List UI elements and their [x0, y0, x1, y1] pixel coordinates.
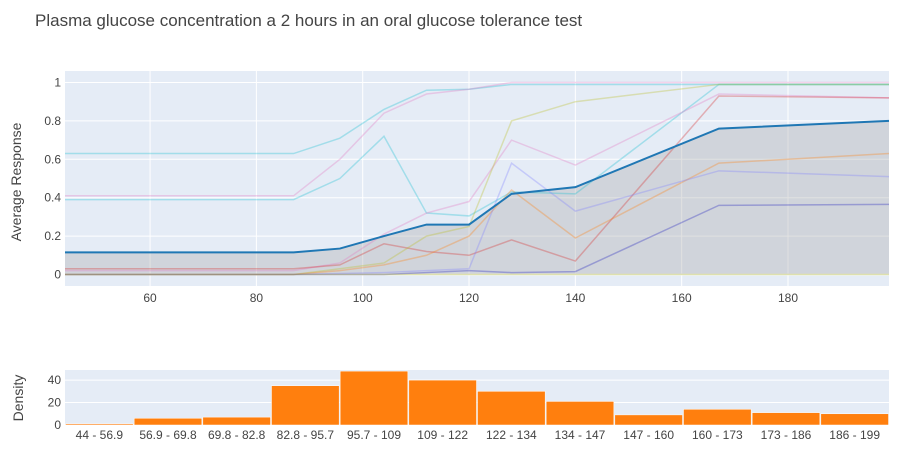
- bar-category-label: 186 - 199: [829, 428, 880, 442]
- series-line-9[interactable]: [65, 203, 890, 276]
- line-series-group[interactable]: [65, 81, 890, 276]
- density-bar[interactable]: [271, 385, 340, 426]
- series-line-1[interactable]: [65, 83, 889, 155]
- y-tick-label: 1: [54, 76, 61, 90]
- bar-category-label: 147 - 160: [623, 428, 674, 442]
- bar-category-label: 122 - 134: [486, 428, 537, 442]
- x-tick-label: 80: [250, 291, 264, 305]
- y-tick-label: 0.8: [44, 114, 61, 128]
- bar-gridlines: [65, 379, 889, 426]
- y-tick-label: 0.2: [44, 229, 61, 243]
- x-tick-label: 160: [672, 291, 692, 305]
- bar-category-label: 44 - 56.9: [76, 428, 124, 442]
- density-bar[interactable]: [65, 423, 134, 426]
- mean-response-line[interactable]: [65, 119, 890, 254]
- density-bar[interactable]: [820, 413, 889, 426]
- bar-y-tick-label: 20: [48, 396, 62, 410]
- bar-axis-ticks: 0 20 40 44 - 56.9 56.9 - 69.8 69.8 - 82.8 82.8…: [48, 373, 881, 442]
- density-bars[interactable]: [65, 370, 889, 426]
- bar-y-tick-label: 40: [48, 373, 62, 387]
- series-line-5[interactable]: [65, 95, 890, 270]
- series-line-6[interactable]: [65, 83, 889, 276]
- bar-category-label: 109 - 122: [417, 428, 468, 442]
- x-tick-label: 60: [143, 291, 157, 305]
- series-line-4[interactable]: [65, 93, 890, 272]
- bar-category-label: 95.7 - 109: [347, 428, 401, 442]
- bar-y-axis-label: Density: [10, 375, 26, 422]
- density-bar[interactable]: [133, 418, 203, 426]
- line-y-axis-label: Average Response: [8, 122, 24, 241]
- line-axis-ticks: 60 80 100 120 140 160 180 0 0.2 0.4 0.6 0.8 1: [44, 76, 798, 305]
- bar-y-tick-label: 0: [54, 418, 61, 432]
- density-bar[interactable]: [202, 416, 271, 426]
- x-tick-label: 180: [778, 291, 798, 305]
- x-tick-label: 140: [565, 291, 585, 305]
- x-tick-label: 100: [353, 291, 373, 305]
- bar-plot-area: [65, 370, 889, 425]
- bar-category-label: 160 - 173: [692, 428, 743, 442]
- x-tick-label: 120: [459, 291, 479, 305]
- line-plot-area: [65, 71, 889, 286]
- response-band: [65, 120, 889, 275]
- y-tick-label: 0.6: [44, 152, 61, 166]
- mean-line[interactable]: [65, 119, 890, 254]
- density-bar[interactable]: [477, 391, 546, 426]
- y-tick-label: 0.4: [44, 191, 61, 205]
- series-line-2[interactable]: [65, 81, 889, 197]
- density-bar[interactable]: [339, 370, 409, 426]
- density-bar[interactable]: [408, 379, 477, 426]
- density-bar[interactable]: [683, 409, 752, 426]
- y-tick-label: 0: [54, 267, 61, 281]
- bar-category-label: 173 - 186: [761, 428, 812, 442]
- line-gridlines: [65, 71, 889, 286]
- series-line-7[interactable]: [65, 152, 890, 276]
- density-bar[interactable]: [614, 414, 683, 426]
- bar-category-label: 69.8 - 82.8: [208, 428, 266, 442]
- band-area: [65, 120, 889, 275]
- chart-title: Plasma glucose concentration a 2 hours i…: [35, 11, 583, 30]
- series-line-8[interactable]: [65, 161, 890, 276]
- series-line-3[interactable]: [65, 83, 889, 217]
- bar-category-label: 82.8 - 95.7: [277, 428, 335, 442]
- bar-category-label: 134 - 147: [555, 428, 606, 442]
- bar-category-label: 56.9 - 69.8: [139, 428, 197, 442]
- density-bar[interactable]: [751, 412, 821, 426]
- density-bar[interactable]: [545, 401, 615, 426]
